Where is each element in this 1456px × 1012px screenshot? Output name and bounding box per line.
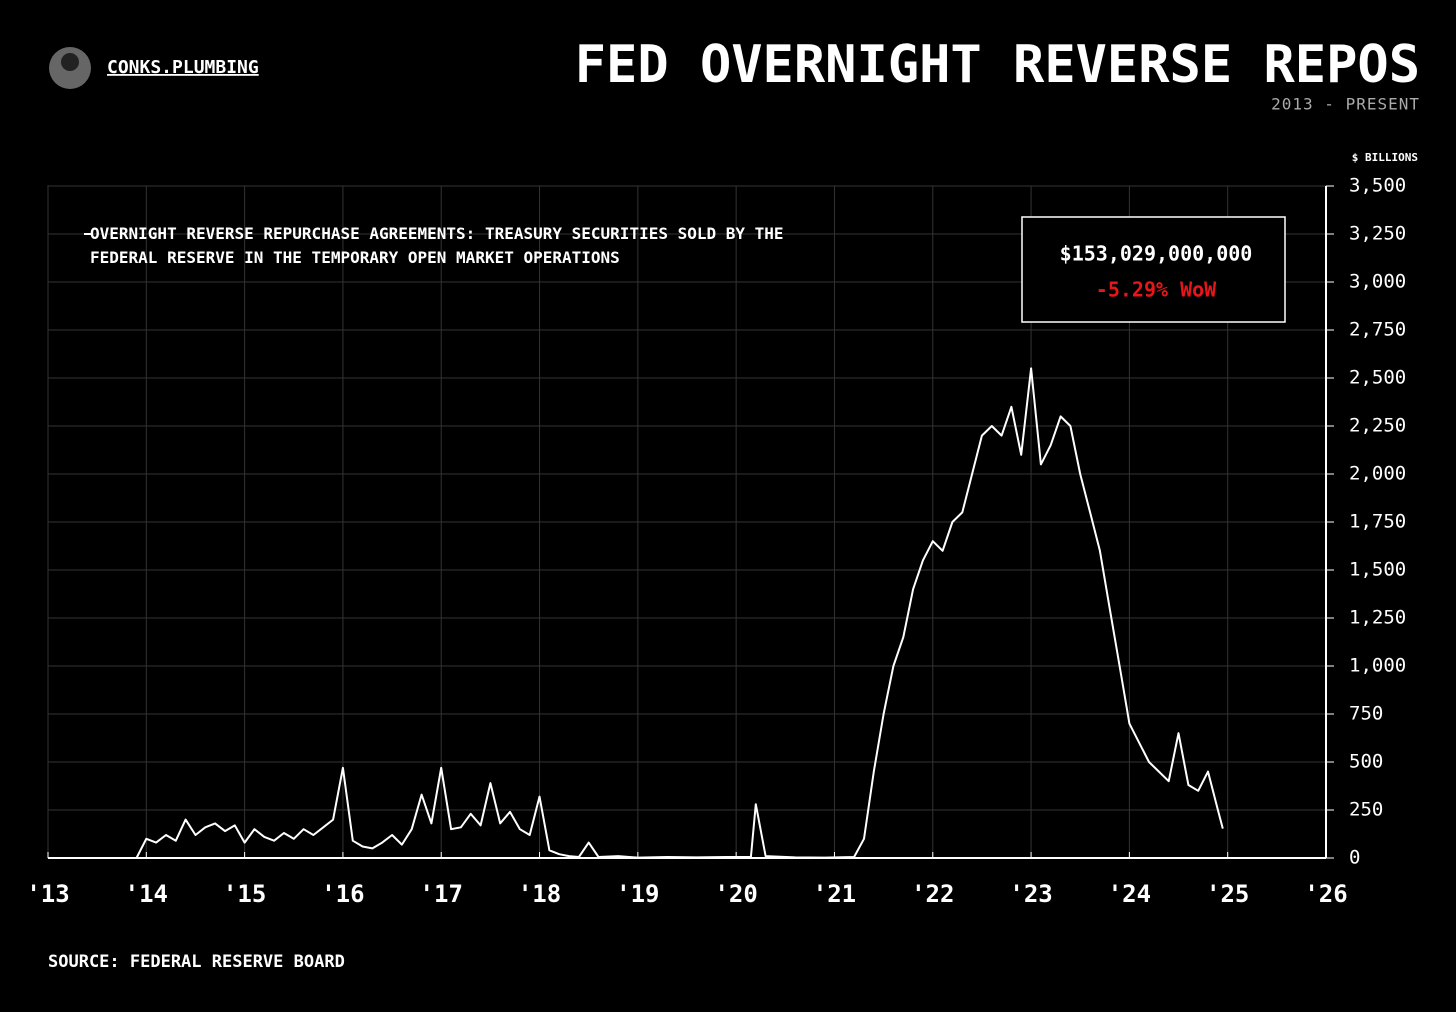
x-tick-label: '20: [714, 880, 757, 908]
callout-value: $153,029,000,000: [1060, 242, 1253, 266]
y-tick-label: 1,750: [1349, 511, 1406, 533]
x-tick-label: '22: [911, 880, 954, 908]
x-tick-label: '25: [1206, 880, 1249, 908]
y-tick-label: 3,000: [1349, 271, 1406, 293]
y-tick-label: 1,250: [1349, 607, 1406, 629]
y-tick-label: 2,000: [1349, 463, 1406, 485]
y-tick-label: 3,500: [1349, 175, 1406, 197]
y-tick-label: 3,250: [1349, 223, 1406, 245]
x-tick-label: '15: [223, 880, 266, 908]
y-tick-label: 1,000: [1349, 655, 1406, 677]
y-tick-label: 2,500: [1349, 367, 1406, 389]
grid: [47, 185, 1327, 859]
y-tick-label: 750: [1349, 703, 1383, 725]
chart-subtitle: 2013 - PRESENT: [1271, 95, 1420, 114]
y-axis-label: $ BILLIONS: [1352, 151, 1418, 164]
x-tick-label: '23: [1009, 880, 1052, 908]
callout-box: [1021, 216, 1286, 323]
x-tick-label: '26: [1304, 880, 1347, 908]
y-tick-label: 2,750: [1349, 319, 1406, 341]
series-line: [135, 367, 1224, 859]
x-tick-label: '13: [26, 880, 69, 908]
y-tick-label: 1,500: [1349, 559, 1406, 581]
y-tick-label: 500: [1349, 751, 1383, 773]
chart-title: FED OVERNIGHT REVERSE REPOS: [575, 35, 1420, 95]
y-tick-label: 2,250: [1349, 415, 1406, 437]
y-tick-label: 0: [1349, 847, 1360, 869]
brand: CONKS.PLUMBING: [107, 57, 259, 78]
x-tick-label: '16: [321, 880, 364, 908]
legend-label: OVERNIGHT REVERSE REPURCHASE AGREEMENTS:…: [90, 224, 784, 267]
source: SOURCE: FEDERAL RESERVE BOARD: [48, 952, 345, 972]
callout-change: -5.29% WoW: [1096, 278, 1217, 302]
x-tick-label: '24: [1108, 880, 1151, 908]
x-tick-label: '14: [125, 880, 168, 908]
x-tick-label: '19: [616, 880, 659, 908]
y-tick-label: 250: [1349, 799, 1383, 821]
brand-avatar-face: [61, 53, 79, 71]
x-tick-label: '18: [518, 880, 561, 908]
x-tick-label: '17: [420, 880, 463, 908]
x-tick-label: '21: [813, 880, 856, 908]
